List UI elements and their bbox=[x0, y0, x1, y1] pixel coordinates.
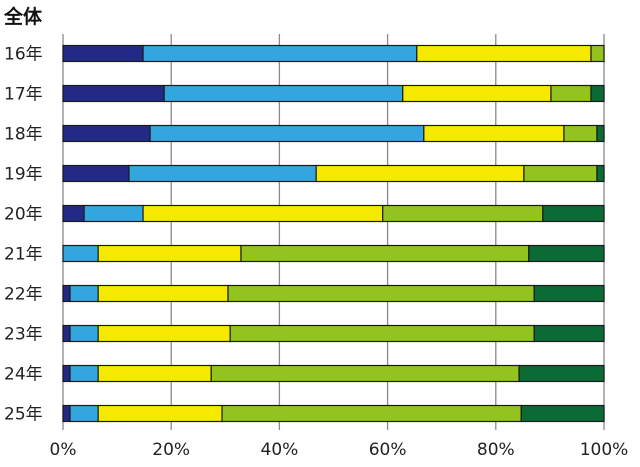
bar-segment-series4 bbox=[550, 84, 592, 103]
y-tick-label: 23年 bbox=[4, 325, 43, 345]
bar-segment-series2 bbox=[69, 404, 99, 423]
bar-segment-series1 bbox=[62, 164, 130, 183]
x-tick-label: 0% bbox=[50, 440, 77, 460]
bar-segment-series5 bbox=[520, 404, 605, 423]
x-tick-label: 100% bbox=[580, 440, 629, 460]
bar-segment-series2 bbox=[83, 204, 144, 223]
bar-segment-series4 bbox=[590, 44, 605, 63]
bar-segment-series1 bbox=[62, 284, 71, 303]
x-tick-label: 20% bbox=[152, 440, 190, 460]
bar-segment-series1 bbox=[62, 364, 71, 383]
bar-segment-series2 bbox=[149, 124, 425, 143]
bar-segment-series3 bbox=[423, 124, 565, 143]
bar-segment-series5 bbox=[596, 164, 605, 183]
bar-segment-series3 bbox=[315, 164, 525, 183]
y-tick-label: 18年 bbox=[4, 125, 43, 145]
bar-segment-series3 bbox=[97, 244, 242, 263]
y-tick-label: 21年 bbox=[4, 245, 43, 265]
bar-segment-series4 bbox=[523, 164, 598, 183]
bar-segment-series5 bbox=[533, 284, 605, 303]
x-tick-label: 80% bbox=[477, 440, 515, 460]
bar-segment-series2 bbox=[69, 324, 99, 343]
bar-segment-series3 bbox=[97, 404, 223, 423]
bar-segment-series1 bbox=[62, 404, 71, 423]
bar-segment-series5 bbox=[528, 244, 605, 263]
bar-segment-series4 bbox=[240, 244, 530, 263]
bar-segment-series2 bbox=[163, 84, 404, 103]
bar-segment-series2 bbox=[128, 164, 317, 183]
bar-segment-series4 bbox=[221, 404, 522, 423]
bar-segment-series5 bbox=[596, 124, 605, 143]
bar-segment-series5 bbox=[590, 84, 605, 103]
bar-segment-series2 bbox=[69, 284, 99, 303]
y-tick-label: 20年 bbox=[4, 205, 43, 225]
y-tick-label: 24年 bbox=[4, 365, 43, 385]
bar-segment-series2 bbox=[62, 244, 99, 263]
y-tick-label: 17年 bbox=[4, 85, 43, 105]
bar-segment-series1 bbox=[62, 324, 71, 343]
bar-segment-series1 bbox=[62, 84, 165, 103]
bar-segment-series4 bbox=[229, 324, 535, 343]
bar-segment-series3 bbox=[142, 204, 384, 223]
bar-segment-series4 bbox=[227, 284, 535, 303]
bar-segment-series3 bbox=[97, 364, 212, 383]
bar-segment-series1 bbox=[62, 44, 144, 63]
bar-segment-series5 bbox=[518, 364, 605, 383]
y-tick-label: 22年 bbox=[4, 285, 43, 305]
chart-title: 全体 bbox=[4, 6, 43, 28]
bar-segment-series4 bbox=[210, 364, 520, 383]
bar-segment-series5 bbox=[533, 324, 605, 343]
bar-segment-series1 bbox=[62, 204, 85, 223]
bar-segment-series3 bbox=[402, 84, 552, 103]
bar-segment-series4 bbox=[563, 124, 598, 143]
bar-segment-series2 bbox=[69, 364, 99, 383]
x-tick-label: 40% bbox=[261, 440, 299, 460]
bar-segment-series5 bbox=[542, 204, 605, 223]
bar-segment-series3 bbox=[97, 284, 229, 303]
bar-segment-series2 bbox=[142, 44, 418, 63]
x-tick-label: 60% bbox=[369, 440, 407, 460]
bar-segment-series3 bbox=[416, 44, 592, 63]
y-tick-label: 19年 bbox=[4, 165, 43, 185]
bar-segment-series1 bbox=[62, 124, 151, 143]
bar-segment-series3 bbox=[97, 324, 231, 343]
y-tick-label: 16年 bbox=[4, 45, 43, 65]
bar-segment-series4 bbox=[382, 204, 544, 223]
y-tick-label: 25年 bbox=[4, 405, 43, 425]
